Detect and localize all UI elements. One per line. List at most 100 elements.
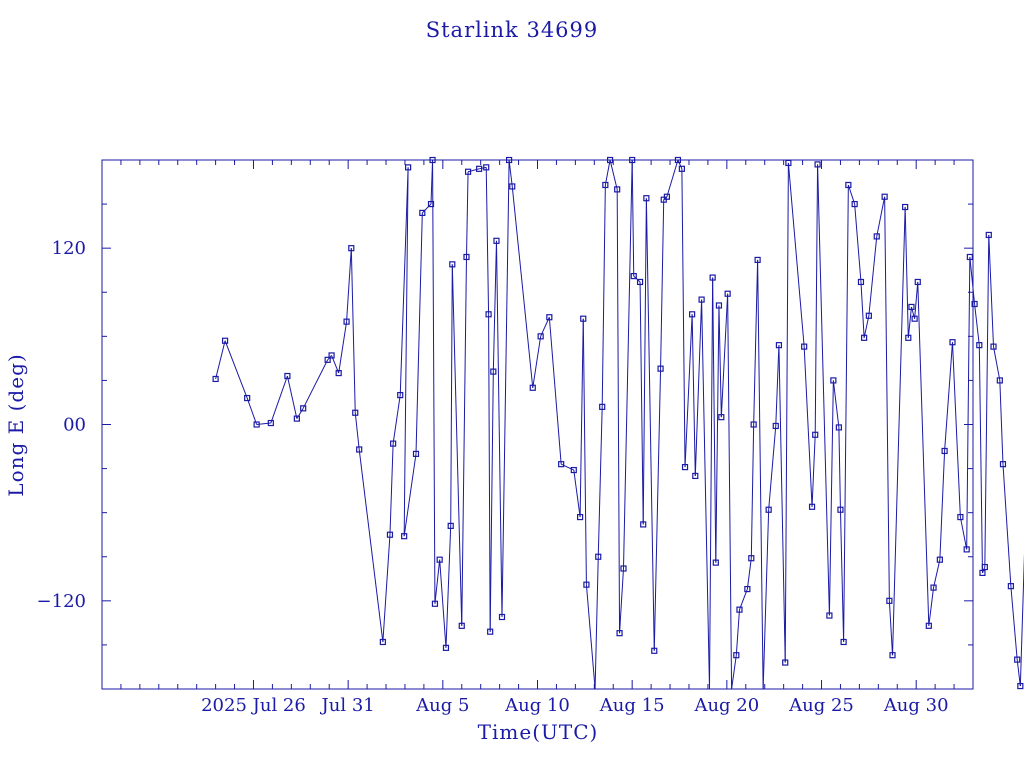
data-point [537,333,544,340]
data-point [390,440,397,447]
data-point [449,261,456,268]
x-tick-label: Aug 10 [504,695,570,716]
series-line [508,159,513,187]
series-line [540,317,550,337]
series-line [666,159,679,197]
series-line [712,277,717,563]
series-line [382,534,391,643]
series-line [432,159,436,604]
series-line [645,198,655,651]
data-point [386,531,394,538]
series-line [863,315,870,338]
series-line [479,166,487,170]
data-series [212,156,1024,690]
data-point [712,559,719,566]
series-line [224,340,248,399]
data-point [881,193,888,200]
series-line [421,203,432,214]
series-line [501,159,510,618]
series-line [485,167,490,315]
data-point [412,450,420,457]
series-line [622,159,633,569]
chart-title: Starlink 34699 [426,18,599,42]
data-point [976,342,983,349]
series-line [619,568,624,634]
series-line [828,380,834,616]
series-line [451,264,463,626]
data-point [814,161,821,168]
data-point [981,563,988,571]
series-line [616,189,621,634]
y-tick-labels: 120 00 −120 [37,238,86,612]
data-point [620,565,627,572]
data-point [348,245,355,252]
data-point [971,300,978,308]
series-line [492,240,497,372]
data-point [379,638,386,646]
x-tick-label: Aug 5 [415,695,469,716]
series-line [642,198,647,525]
data-point [861,334,868,341]
series-line [415,212,423,454]
data-point [1007,583,1014,590]
data-point [1017,682,1024,690]
series-line [403,453,417,537]
series-line [735,609,740,656]
series-line [358,449,384,643]
data-point [570,466,577,474]
series-line [715,305,720,563]
series-line [1010,586,1018,660]
data-point [405,164,412,171]
series-line [854,204,862,283]
x-tick-label: Aug 30 [883,695,949,716]
series-line [594,556,599,690]
series-line [928,587,935,626]
series-line [966,256,971,550]
data-point [718,414,725,421]
series-line [762,509,770,690]
data-point [436,556,443,563]
series-line [495,240,503,618]
data-point [914,278,921,286]
series-line [350,248,356,413]
series-line [302,359,329,409]
data-point [845,181,852,189]
series-line [727,293,733,690]
series-line [691,314,696,476]
series-line [461,256,467,626]
data-point [709,274,716,281]
data-point [427,200,435,208]
series-line [660,199,665,369]
data-point [782,659,789,666]
series-line [694,299,703,476]
series-line [548,317,562,465]
data-point [529,384,536,391]
series-line [914,281,919,319]
series-line [450,264,453,526]
data-point [979,569,986,577]
series-line [532,336,542,388]
series-line [270,375,288,424]
series-line [843,184,849,642]
series-line [974,303,980,346]
data-point [599,403,606,410]
series-line [860,281,865,338]
data-point [458,622,465,629]
data-point [826,612,833,619]
series-line [839,509,845,642]
data-point [772,422,779,430]
data-point [744,585,751,593]
series-line [917,281,930,626]
data-point [990,343,997,350]
series-line [907,306,912,338]
series-line [999,380,1004,465]
data-point [493,237,500,244]
data-point [577,513,584,521]
data-point [651,647,658,654]
data-point [558,461,565,468]
series-line [677,159,683,170]
data-point [936,556,943,563]
series-line [392,395,401,444]
series-line [465,171,469,257]
data-point [808,503,816,510]
